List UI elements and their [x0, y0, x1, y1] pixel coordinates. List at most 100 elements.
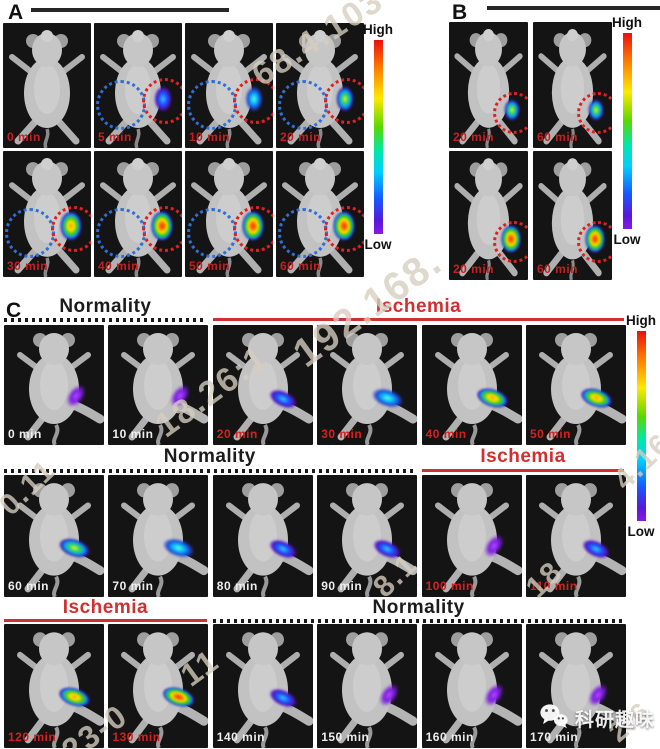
time-label: 5 min: [98, 130, 132, 144]
mouse-image-cell: 140 min: [212, 624, 313, 748]
mouse-photo: [17, 333, 104, 445]
fluorescence-signal: [369, 384, 407, 412]
fluorescence-signal: [56, 683, 93, 711]
mouse-image-cell: 0 min: [3, 23, 91, 148]
time-label: 160 min: [425, 730, 474, 744]
colorbar-gradient: [622, 33, 632, 229]
mouse-photo: [100, 30, 176, 148]
watermark-text: 18.26:1: [148, 338, 276, 445]
fluorescence-signal: [336, 86, 354, 112]
fluorescence-signal: [370, 535, 405, 563]
fluorescence-signal: [160, 683, 198, 711]
colorbar-low-label: Low: [627, 524, 655, 539]
mouse-photo: [330, 333, 418, 445]
condition-header-normality: Normality: [372, 597, 465, 618]
watermark-text: 8.1: [367, 547, 425, 605]
fluorescence-signal: [60, 211, 82, 241]
ischemia-underline: [4, 619, 207, 622]
wechat-logo-icon: [539, 703, 569, 734]
mouse-image-cell: 0 min: [4, 325, 104, 445]
roi-circle-red: [233, 78, 273, 124]
mouse-image-cell: 80 min: [212, 475, 313, 597]
mouse-photo: [434, 483, 522, 597]
watermark-text: 0.11: [0, 453, 63, 522]
colorbar-high-label: High: [363, 22, 393, 37]
mouse-photo: [100, 158, 176, 277]
time-label: 150 min: [321, 730, 370, 744]
mouse-photo: [539, 483, 626, 597]
roi-circle-blue: [5, 208, 55, 258]
normality-underline: [4, 318, 207, 322]
fluorescence-signal: [265, 385, 300, 413]
roi-circle-blue: [278, 208, 328, 258]
roi-circle-blue: [96, 80, 146, 130]
mouse-photo: [225, 632, 313, 748]
mouse-photo: [454, 29, 523, 148]
roi-circle-blue: [187, 208, 237, 258]
mouse-image-cell: 30 min: [3, 151, 91, 277]
roi-circle-red: [142, 78, 182, 124]
mouse-photo: [225, 333, 313, 445]
fluorescence-signal: [578, 384, 615, 412]
mouse-image-cell: 120 min: [4, 624, 104, 748]
mouse-photo: [17, 632, 104, 748]
condition-header-normality: Normality: [163, 446, 256, 467]
fluorescence-signal: [166, 380, 195, 412]
mouse-photo: [454, 158, 523, 280]
time-label: 40 min: [425, 427, 467, 441]
fluorescence-signal: [501, 225, 521, 253]
mouse-image-cell: 110 min: [526, 475, 626, 597]
mouse-image-cell: 60 min: [276, 151, 364, 277]
mouse-photo: [121, 632, 209, 748]
time-label: 140 min: [216, 730, 265, 744]
mouse-photo: [434, 333, 522, 445]
roi-circle-red: [233, 206, 273, 252]
brand-watermark-text: 科研趣味: [575, 710, 656, 731]
fluorescence-signal: [473, 384, 511, 412]
mouse-photo: [538, 158, 607, 280]
figure-crop-line: [487, 6, 660, 10]
condition-header-normality: Normality: [59, 296, 152, 317]
panel-c-label: C: [6, 299, 22, 322]
brand-watermark: 科研趣味: [539, 703, 655, 734]
mouse-photo: [121, 333, 209, 445]
mouse-image-cell: 70 min: [108, 475, 209, 597]
roi-circle-red: [51, 206, 91, 252]
time-label: 0 min: [7, 130, 41, 144]
panel-a-label: A: [8, 1, 24, 24]
fluorescence-signal: [479, 530, 508, 562]
condition-header-ischemia: Ischemia: [62, 597, 149, 618]
ischemia-underline: [421, 469, 625, 472]
mouse-image-cell: 5 min: [94, 23, 182, 148]
time-label: 20 min: [280, 130, 322, 144]
fluorescence-signal: [61, 380, 91, 412]
mouse-image-cell: 100 min: [421, 475, 522, 597]
fluorescence-signal: [160, 534, 198, 562]
time-label: 0 min: [8, 427, 42, 441]
mouse-photo: [330, 632, 418, 748]
roi-circle-blue: [187, 80, 237, 130]
time-label: 60 min: [8, 579, 50, 593]
time-label: 100 min: [425, 579, 474, 593]
mouse-image-cell: 30 min: [317, 325, 418, 445]
mouse-image-cell: 60 min: [4, 475, 104, 597]
mouse-image-cell: 20 min: [212, 325, 313, 445]
time-label: 50 min: [189, 259, 231, 273]
time-label: 60 min: [537, 130, 579, 144]
colorbar-high-label: High: [626, 313, 656, 328]
roi-circle-red: [493, 92, 528, 134]
roi-circle-red: [142, 206, 182, 252]
fluorescence-signal: [154, 86, 172, 112]
mouse-photo: [434, 632, 522, 748]
mouse-image-cell: 40 min: [94, 151, 182, 277]
mouse-photo: [17, 483, 104, 597]
mouse-photo: [538, 29, 607, 148]
mouse-image-cell: 160 min: [421, 624, 522, 748]
fluorescence-signal: [375, 679, 404, 711]
time-label: 50 min: [530, 427, 572, 441]
mouse-image-cell: 10 min: [185, 23, 273, 148]
colorbar-low-label: Low: [364, 237, 392, 252]
mouse-image-cell: 20 min: [449, 22, 528, 148]
